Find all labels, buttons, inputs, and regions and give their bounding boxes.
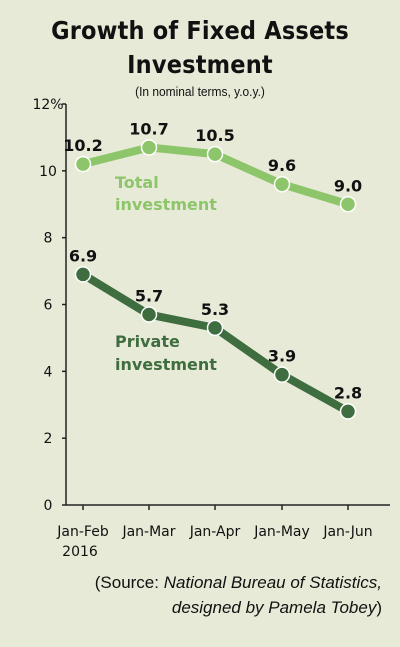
y-tick-label: 6	[44, 298, 53, 314]
data-label: 10.7	[129, 119, 168, 138]
y-tick-label: 8	[44, 231, 53, 247]
data-point	[206, 319, 224, 337]
source-note-line1: (Source: National Bureau of Statistics,	[42, 573, 382, 593]
data-label: 9.6	[268, 156, 296, 175]
x-tick-label: Jan-Mar	[121, 524, 175, 540]
source-prefix: (Source:	[94, 573, 164, 592]
x-tick-label: Jan-Apr	[189, 524, 241, 540]
x-tick-label: Jan-Jun	[322, 524, 372, 540]
data-label: 9.0	[334, 176, 362, 195]
data-point	[339, 403, 357, 420]
data-point	[273, 366, 291, 383]
data-point	[140, 139, 158, 156]
source-note-line2: designed by Pamela Tobey)	[42, 598, 382, 618]
data-point	[206, 145, 224, 163]
x-year-label: 2016	[62, 544, 98, 560]
private-investment-legend-line1: Private	[115, 332, 180, 351]
data-label: 5.3	[201, 300, 229, 319]
x-tick-label: Jan-Feb	[56, 524, 109, 540]
data-point	[273, 175, 291, 193]
private-investment-legend-line2: investment	[115, 355, 217, 374]
data-point	[339, 196, 357, 213]
source-suffix: )	[376, 598, 382, 617]
source-designer: designed by Pamela Tobey	[171, 598, 377, 617]
chart-subtitle: (In nominal terms, y.o.y.)	[135, 84, 265, 99]
total-investment-legend-line1: Total	[115, 173, 159, 192]
y-tick-label: 4	[44, 364, 53, 380]
chart-title-line1: Growth of Fixed Assets	[51, 16, 349, 45]
y-tick-label: 10	[39, 164, 57, 180]
chart-title-line2: Investment	[127, 50, 273, 79]
total-investment-legend-line2: investment	[115, 195, 217, 214]
y-tick-label: 2	[44, 431, 53, 447]
data-label: 2.8	[334, 383, 362, 402]
y-tick-label: 0	[44, 498, 53, 514]
data-label: 5.7	[135, 287, 163, 306]
source-publisher: National Bureau of Statistics,	[163, 573, 382, 592]
y-tick-label: 12%	[32, 97, 63, 113]
data-label: 3.9	[268, 347, 296, 366]
data-label: 10.5	[195, 126, 234, 145]
data-point	[140, 306, 158, 323]
x-tick-label: Jan-May	[253, 524, 310, 540]
data-point	[74, 266, 92, 283]
data-label: 6.9	[69, 246, 97, 265]
data-label: 10.2	[63, 136, 102, 155]
data-point	[74, 155, 92, 173]
